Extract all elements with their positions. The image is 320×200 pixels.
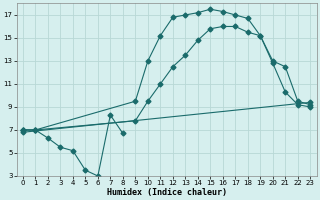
X-axis label: Humidex (Indice chaleur): Humidex (Indice chaleur) <box>107 188 227 197</box>
